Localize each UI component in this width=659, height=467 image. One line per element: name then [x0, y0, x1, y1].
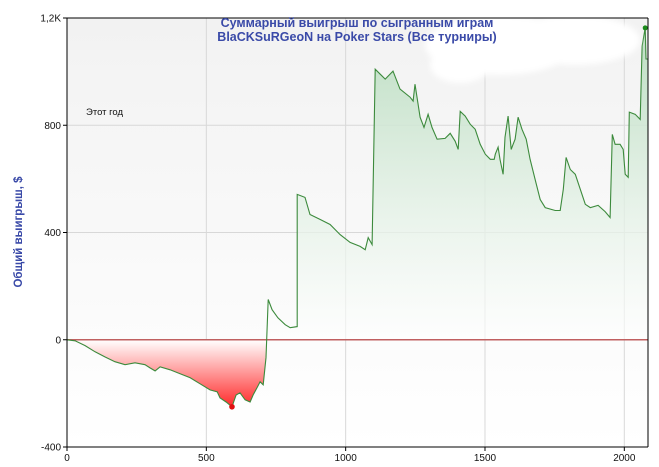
series-line	[66, 27, 648, 408]
negative-area	[68, 340, 267, 407]
y-tick-label: -400	[41, 443, 61, 454]
min-marker	[229, 403, 235, 410]
chart-title-line-1: Суммарный выигрыш по сыгранным играм	[221, 16, 494, 30]
y-axis-label: Общий выигрыш, $	[13, 176, 25, 288]
period-annotation: Этот год	[86, 107, 123, 118]
positive-area	[67, 27, 648, 340]
y-tick-label: 800	[44, 121, 61, 132]
max-marker	[642, 25, 648, 31]
x-tick-label: 1000	[335, 453, 358, 464]
x-tick-label: 1500	[474, 453, 497, 464]
redaction-blob	[425, 15, 640, 83]
x-tick-label: 500	[198, 453, 215, 464]
y-tick-label: 1,2K	[40, 14, 61, 25]
x-tick-label: 2000	[613, 453, 636, 464]
x-tick-label: 0	[64, 453, 70, 464]
y-tick-label: 400	[44, 228, 61, 239]
y-tick-label: 0	[55, 335, 61, 346]
chart-title-line-2: BlaCKSuRGeoN на Poker Stars (Все турниры…	[217, 30, 496, 44]
